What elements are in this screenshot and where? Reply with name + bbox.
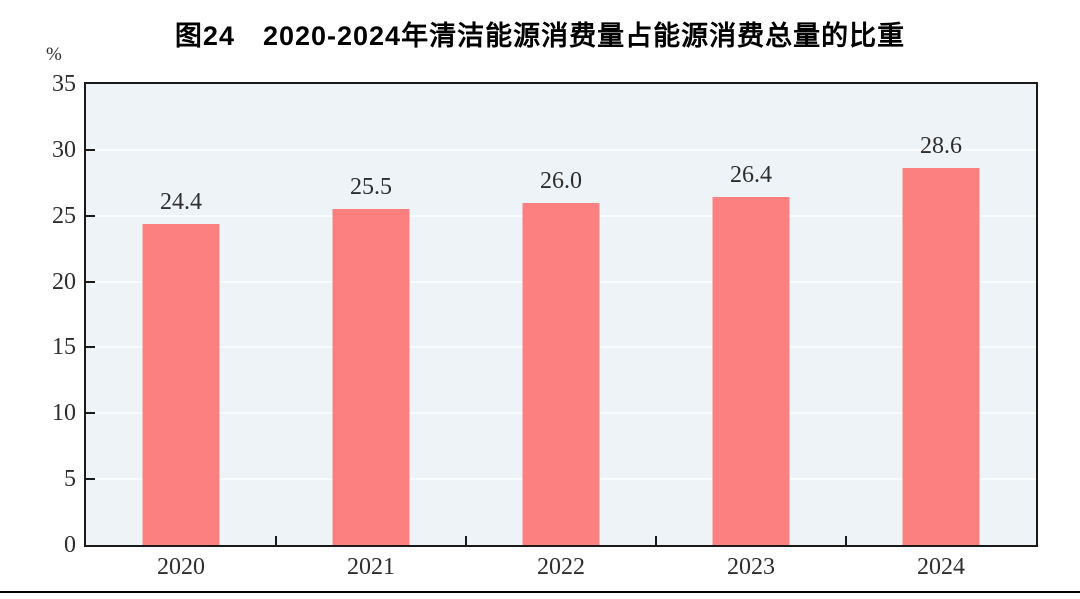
y-tick-5: [86, 478, 95, 481]
x-axis-label-2021: 2021: [347, 554, 395, 580]
y-axis-label-10: 10: [52, 400, 76, 427]
bar-2024: [902, 168, 980, 545]
bar-2021: [332, 209, 410, 545]
x-tick-1: [275, 536, 277, 545]
bar-value-label-2020: 24.4: [160, 188, 202, 215]
y-axis-label-35: 35: [52, 71, 76, 97]
y-axis-label-15: 15: [52, 334, 76, 361]
x-axis-label-2020: 2020: [157, 554, 205, 580]
bar-value-label-2022: 26.0: [540, 167, 582, 194]
x-axis-label-2022: 2022: [537, 554, 585, 580]
y-axis-label-25: 25: [52, 202, 76, 229]
y-axis-label-30: 30: [52, 136, 76, 163]
x-axis-label-2024: 2024: [917, 554, 965, 580]
bar-2023: [712, 197, 790, 545]
y-tick-25: [86, 214, 95, 217]
y-tick-10: [86, 412, 95, 415]
x-tick-2: [465, 536, 467, 545]
bar-value-label-2021: 25.5: [350, 174, 392, 201]
x-axis-label-2023: 2023: [727, 554, 775, 580]
bar-2020: [142, 223, 220, 545]
gridline-30: [86, 148, 1036, 151]
chart-title: 图24 2020-2024年清洁能源消费量占能源消费总量的比重: [174, 21, 906, 51]
y-tick-30: [86, 148, 95, 151]
y-axis-label-0: 0: [64, 532, 76, 558]
x-tick-3: [655, 536, 657, 545]
x-tick-4: [845, 536, 847, 545]
y-axis-label-20: 20: [52, 268, 76, 295]
y-axis-unit-label: %: [46, 44, 62, 65]
bar-value-label-2024: 28.6: [920, 133, 962, 160]
plot-area: 24.4 25.5 26.0 26.4 28.6: [84, 82, 1038, 547]
y-axis-label-5: 5: [64, 466, 76, 493]
y-tick-20: [86, 280, 95, 283]
bottom-divider: [0, 591, 1080, 593]
y-tick-15: [86, 346, 95, 349]
bar-value-label-2023: 26.4: [730, 162, 772, 189]
bar-2022: [522, 202, 600, 545]
